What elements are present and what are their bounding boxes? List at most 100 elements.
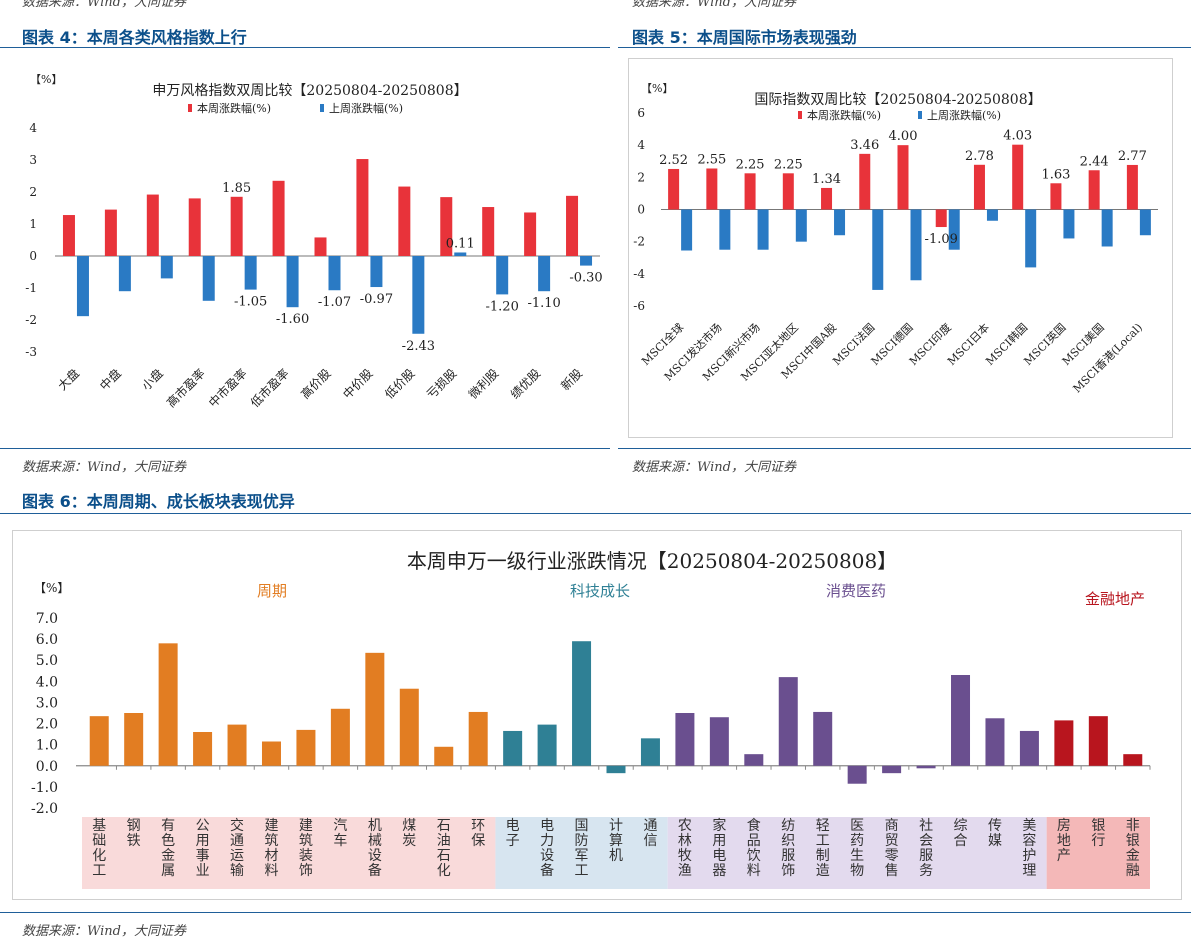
data-label: 1.85 — [222, 181, 251, 196]
category-label: 农林牧渔 — [678, 818, 692, 879]
y-tick-label: 3.0 — [36, 695, 58, 711]
group-background — [495, 817, 668, 889]
category-label: 家用电器 — [712, 817, 726, 879]
y-tick-label: -3 — [25, 345, 37, 359]
fig4-title-rule — [0, 47, 610, 48]
category-label: 新股 — [558, 366, 586, 394]
category-label: 通信 — [643, 818, 657, 849]
last-week-bar — [244, 256, 257, 290]
this-week-bar — [782, 173, 794, 210]
group-background — [82, 817, 496, 889]
industry-bar — [365, 652, 385, 766]
industry-bar — [572, 641, 592, 766]
this-week-bar — [230, 196, 243, 256]
last-week-bar — [412, 256, 425, 334]
data-label: -1.09 — [925, 232, 958, 247]
this-week-bar — [1012, 144, 1024, 210]
category-label: 公用事业 — [196, 818, 210, 879]
industry-bar — [89, 716, 109, 766]
last-week-bar — [538, 256, 551, 292]
y-tick-label: 5.0 — [36, 653, 58, 669]
group-name: 科技成长 — [570, 582, 630, 600]
this-week-bar — [821, 187, 833, 210]
industry-bar — [606, 765, 626, 774]
this-week-bar — [188, 198, 201, 256]
category-label: 中价股 — [339, 366, 375, 402]
this-week-bar — [440, 197, 453, 256]
this-week-bar — [859, 153, 871, 210]
industry-bar — [675, 713, 695, 766]
y-tick-label: 1.0 — [36, 738, 58, 754]
y-tick-label: -1 — [25, 281, 37, 295]
last-week-bar — [76, 256, 89, 317]
chart-border — [12, 530, 1182, 900]
industry-bar — [503, 730, 523, 766]
y-tick-label: -4 — [633, 267, 645, 281]
fig6-title: 图表 6：本周周期、成长板块表现优异 — [22, 492, 295, 511]
fig6-title-rule — [0, 513, 1191, 514]
top-source-left: 数据来源：Wind，大同证券 — [22, 0, 186, 10]
y-tick-label: 2.0 — [36, 717, 58, 733]
y-tick-label: 0 — [29, 249, 37, 263]
data-label: -2.43 — [402, 339, 435, 354]
data-label: 1.34 — [812, 172, 841, 187]
last-week-bar — [910, 209, 922, 281]
industry-bar — [261, 741, 281, 766]
category-label: 非银金融 — [1126, 818, 1140, 879]
industry-bar — [468, 711, 488, 766]
y-tick-label: 4 — [29, 121, 37, 135]
chart-title: 国际指数双周比较【20250804-20250808】 — [754, 92, 1041, 108]
category-label: 交通运输 — [230, 817, 244, 879]
industry-bar — [399, 688, 419, 766]
industry-bar — [951, 675, 971, 766]
fig6-source: 数据来源：Wind，大同证券 — [22, 924, 186, 939]
category-label: 环保 — [471, 818, 485, 849]
fig5-title-rule — [618, 47, 1191, 48]
category-label: 电力设备 — [540, 818, 554, 879]
y-tick-label: -1.0 — [31, 780, 58, 796]
fig4-title: 图表 4：本周各类风格指数上行 — [22, 28, 247, 47]
last-week-bar — [1139, 209, 1151, 236]
y-unit-label: 【%】 — [30, 73, 62, 86]
industry-bar — [985, 718, 1005, 766]
y-tick-label: -2 — [25, 313, 37, 327]
fig5-source: 数据来源：Wind，大同证券 — [632, 460, 796, 475]
last-week-bar — [795, 209, 807, 242]
category-label: 石油石化 — [437, 818, 451, 879]
category-label: 电子 — [506, 818, 520, 849]
y-tick-label: 2 — [637, 170, 645, 184]
group-background — [667, 817, 1047, 889]
y-tick-label: 6 — [637, 106, 645, 120]
industry-bar — [1054, 720, 1074, 766]
group-name: 金融地产 — [1085, 590, 1145, 608]
this-week-bar — [314, 237, 327, 256]
category-label: 房地产 — [1057, 818, 1071, 864]
last-week-bar — [328, 256, 341, 291]
category-label: 建筑装饰 — [299, 818, 313, 879]
category-label: 食品饮料 — [747, 817, 761, 879]
industry-bar — [434, 746, 454, 766]
this-week-bar — [146, 194, 159, 256]
industry-bar — [158, 643, 178, 766]
industry-bar — [1123, 754, 1143, 766]
this-week-bar — [935, 209, 947, 228]
data-label: 2.78 — [965, 149, 994, 164]
industry-bar — [227, 724, 247, 766]
category-label: 综合 — [954, 818, 968, 849]
last-week-bar — [986, 209, 998, 221]
industry-bar — [193, 732, 213, 766]
fig6-bottom-rule — [0, 912, 1191, 913]
last-week-bar — [1101, 209, 1113, 247]
industry-bar — [916, 765, 936, 769]
y-unit-label: 【%】 — [34, 581, 69, 595]
chart-title: 本周申万一级行业涨跌情况【20250804-20250808】 — [407, 549, 897, 573]
y-tick-label: -2 — [633, 235, 645, 249]
category-label: 医药生物 — [850, 818, 864, 879]
category-label: 银行 — [1091, 818, 1105, 849]
group-background — [1046, 817, 1150, 889]
intl-chart: 国际指数双周比较【20250804-20250808】 【%】本周涨跌幅(%) 上周… — [628, 58, 1173, 438]
category-label: 高市盈率 — [163, 366, 208, 411]
category-label: 低价股 — [382, 366, 417, 401]
industry-bar — [640, 738, 660, 766]
y-tick-label: 7.0 — [36, 611, 58, 627]
